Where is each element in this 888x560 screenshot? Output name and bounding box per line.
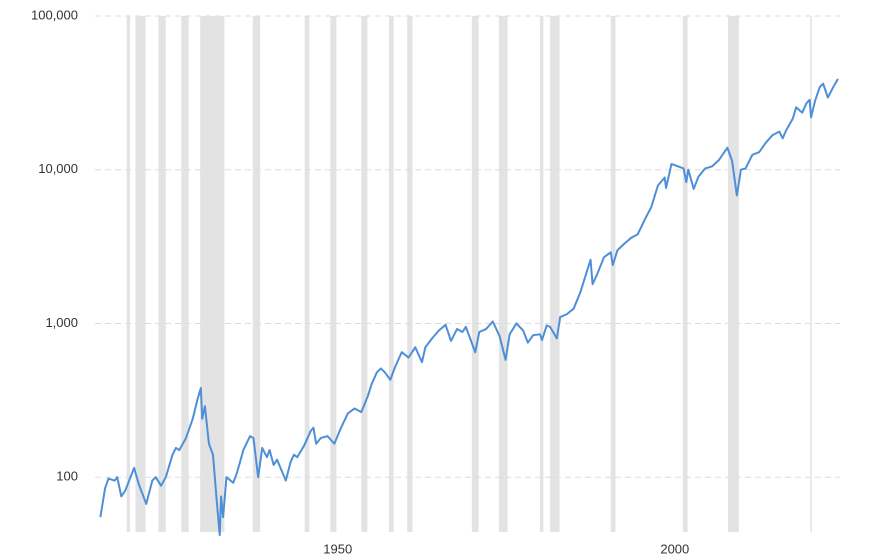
recession-band xyxy=(330,16,337,532)
recession-band xyxy=(498,16,508,532)
y-tick-label: 10,000 xyxy=(38,161,78,176)
recession-band xyxy=(682,16,688,532)
recession-band xyxy=(810,16,812,532)
recession-band xyxy=(200,16,225,532)
recession-band xyxy=(539,16,544,532)
recession-band xyxy=(181,16,189,532)
recession-band xyxy=(471,16,479,532)
y-tick-label: 100 xyxy=(56,469,78,484)
recession-band xyxy=(728,16,739,532)
recession-band xyxy=(252,16,261,532)
recession-band xyxy=(135,16,146,532)
x-tick-label: 2000 xyxy=(660,541,689,556)
y-tick-label: 100,000 xyxy=(31,7,78,22)
y-tick-label: 1,000 xyxy=(45,315,78,330)
recession-band xyxy=(304,16,310,532)
recession-band xyxy=(610,16,616,532)
recession-band xyxy=(361,16,368,532)
recession-band xyxy=(550,16,560,532)
recession-band xyxy=(407,16,413,532)
recession-band xyxy=(126,16,131,532)
data-line xyxy=(99,78,839,537)
recession-band xyxy=(388,16,394,532)
x-tick-label: 1950 xyxy=(323,541,352,556)
recession-band xyxy=(158,16,166,532)
